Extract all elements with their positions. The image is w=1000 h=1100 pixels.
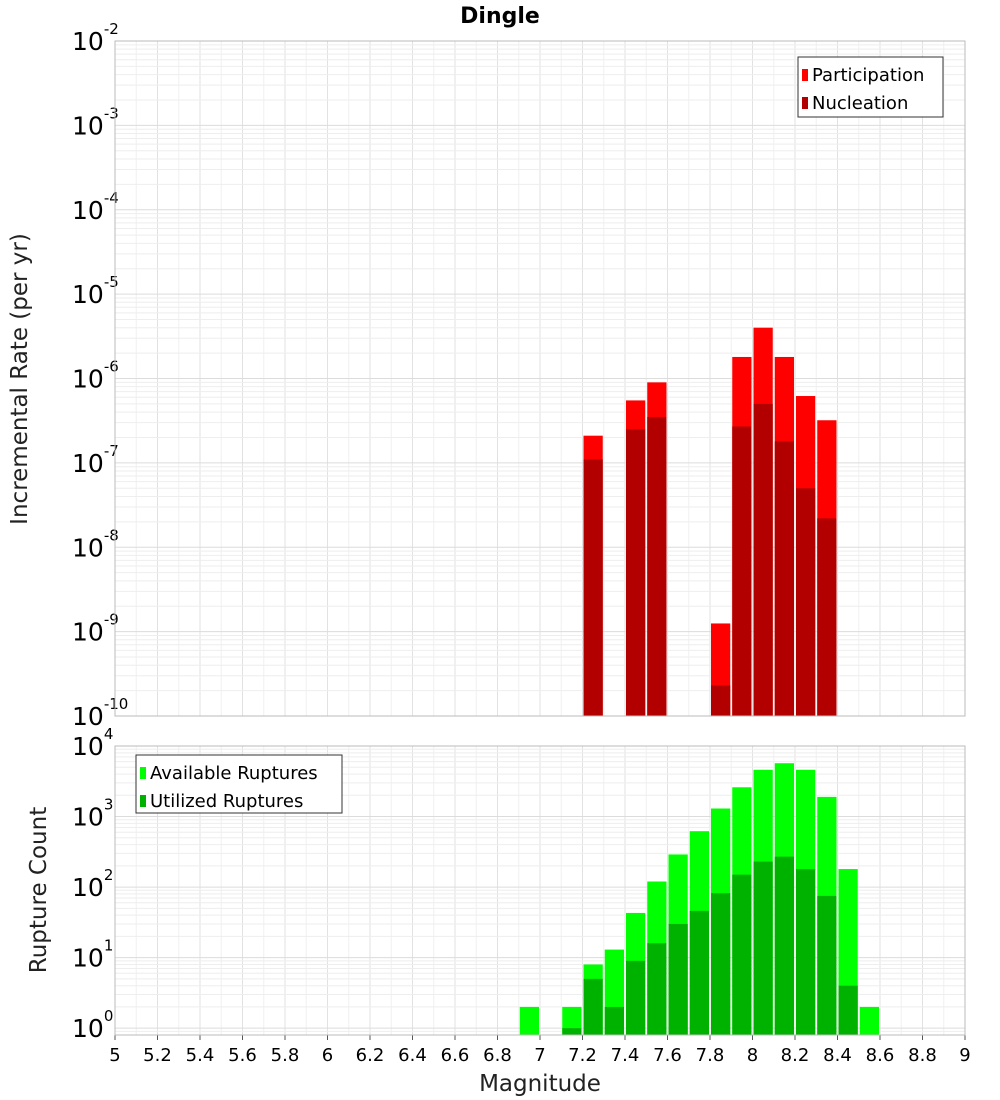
rate-panel: 10-2 10-3 10-4 10-5 10-6 10-7 10-8 10-9 10-10 Di… [7,4,966,731]
rate-y-tick-label: 10-7 [72,442,119,478]
count-y-ticks: 104 103 102 101 100 [72,725,113,1043]
count-bar-a [519,1006,539,1035]
count-bar-b [838,985,858,1035]
count-plot-frame [114,745,966,1036]
count-bar-b [626,960,646,1035]
x-tick-label: 8.2 [781,1045,810,1066]
x-tick-label: 6.6 [441,1045,470,1066]
count-bars [519,763,879,1035]
x-tick-label: 8.6 [866,1045,895,1066]
count-y-tick-label: 100 [72,1007,113,1043]
rate-y-tick-label: 10-3 [72,104,119,140]
count-bar-b [647,943,667,1035]
count-bar-b [562,1028,582,1035]
count-bar-a [562,1006,582,1035]
x-tick-label: 7 [534,1045,545,1066]
rate-legend: Participation Nucleation [797,56,944,118]
count-bar-a [859,1006,879,1035]
count-y-axis-label: Rupture Count [26,807,52,973]
rate-y-tick-label: 10-4 [72,189,119,225]
rate-y-tick-label: 10-2 [72,20,119,56]
x-tick-label: 8.8 [908,1045,937,1066]
rate-bar-b [753,403,773,716]
count-legend-swatch [140,767,146,779]
rate-legend-swatch [802,69,808,81]
rate-bars [583,327,837,716]
count-legend: Available Ruptures Utilized Ruptures [135,754,343,814]
rate-y-ticks: 10-2 10-3 10-4 10-5 10-6 10-7 10-8 10-9 10-10 [72,20,128,731]
rate-y-tick-label: 10-6 [72,358,119,394]
x-tick-label: 5.6 [228,1045,257,1066]
x-tick-label: 6 [322,1045,333,1066]
count-bar-b [711,893,731,1035]
count-bar-b [774,856,794,1035]
rate-bar-b [647,416,667,716]
x-tick-label: 5.2 [143,1045,172,1066]
magnitude-x-ticks: 5 5.2 5.4 5.6 5.8 6 6.2 6.4 6.6 6.8 7 7.2 7.4 7.6 7.8 8… [109,1035,971,1066]
x-tick-label: 6.8 [483,1045,512,1066]
count-y-tick-label: 104 [72,725,113,761]
rate-bar-b [817,518,837,716]
count-y-tick-label: 102 [72,866,113,902]
rate-y-tick-label: 10-8 [72,526,119,562]
count-legend-box [135,754,343,814]
x-tick-label: 7.6 [653,1045,682,1066]
x-tick-label: 8 [747,1045,758,1066]
rate-plot-frame [114,40,966,717]
rate-bar-b [583,459,603,716]
rate-gridlines [114,41,966,717]
count-bar-b [817,895,837,1035]
x-tick-label: 7.4 [611,1045,640,1066]
rate-bar-b [774,441,794,716]
rate-bar-b [626,429,646,716]
x-tick-label: 5 [109,1045,120,1066]
rate-legend-swatch [802,97,808,109]
rate-y-tick-label: 10-9 [72,611,119,647]
x-tick-label: 7.8 [696,1045,725,1066]
rate-y-tick-label: 10-5 [72,273,119,309]
count-legend-label: Utilized Ruptures [150,791,303,812]
x-tick-label: 5.8 [271,1045,300,1066]
rate-y-tick-label: 10-10 [72,695,128,731]
rate-legend-label: Participation [812,65,924,86]
count-bar-b [732,874,752,1035]
count-bar-b [689,910,709,1035]
count-y-tick-label: 103 [72,796,113,832]
count-panel: 104 103 102 101 100 5 5.2 5.4 5.6 5.8 6 6.2 6.4 6.6 6… [26,725,971,1097]
count-bar-b [583,978,603,1035]
rate-y-axis-label: Incremental Rate (per yr) [7,233,33,525]
count-legend-swatch [140,795,146,807]
rate-bar-b [796,488,816,716]
rate-legend-box [797,56,944,118]
count-bar-b [668,923,688,1035]
count-legend-label: Available Ruptures [150,763,318,784]
count-bar-b [796,869,816,1035]
rate-bar-b [732,426,752,716]
x-tick-label: 8.4 [823,1045,852,1066]
x-tick-label: 9 [959,1045,970,1066]
chart-title: Dingle [460,4,540,29]
count-bar-b [753,861,773,1035]
x-tick-label: 6.4 [398,1045,427,1066]
x-tick-label: 7.2 [568,1045,597,1066]
x-tick-label: 6.2 [356,1045,385,1066]
count-y-tick-label: 101 [72,937,113,973]
rate-legend-label: Nucleation [812,93,908,114]
rate-bar-b [711,685,731,716]
count-bar-b [604,1006,624,1035]
x-tick-label: 5.4 [186,1045,215,1066]
x-axis-label: Magnitude [479,1071,601,1097]
